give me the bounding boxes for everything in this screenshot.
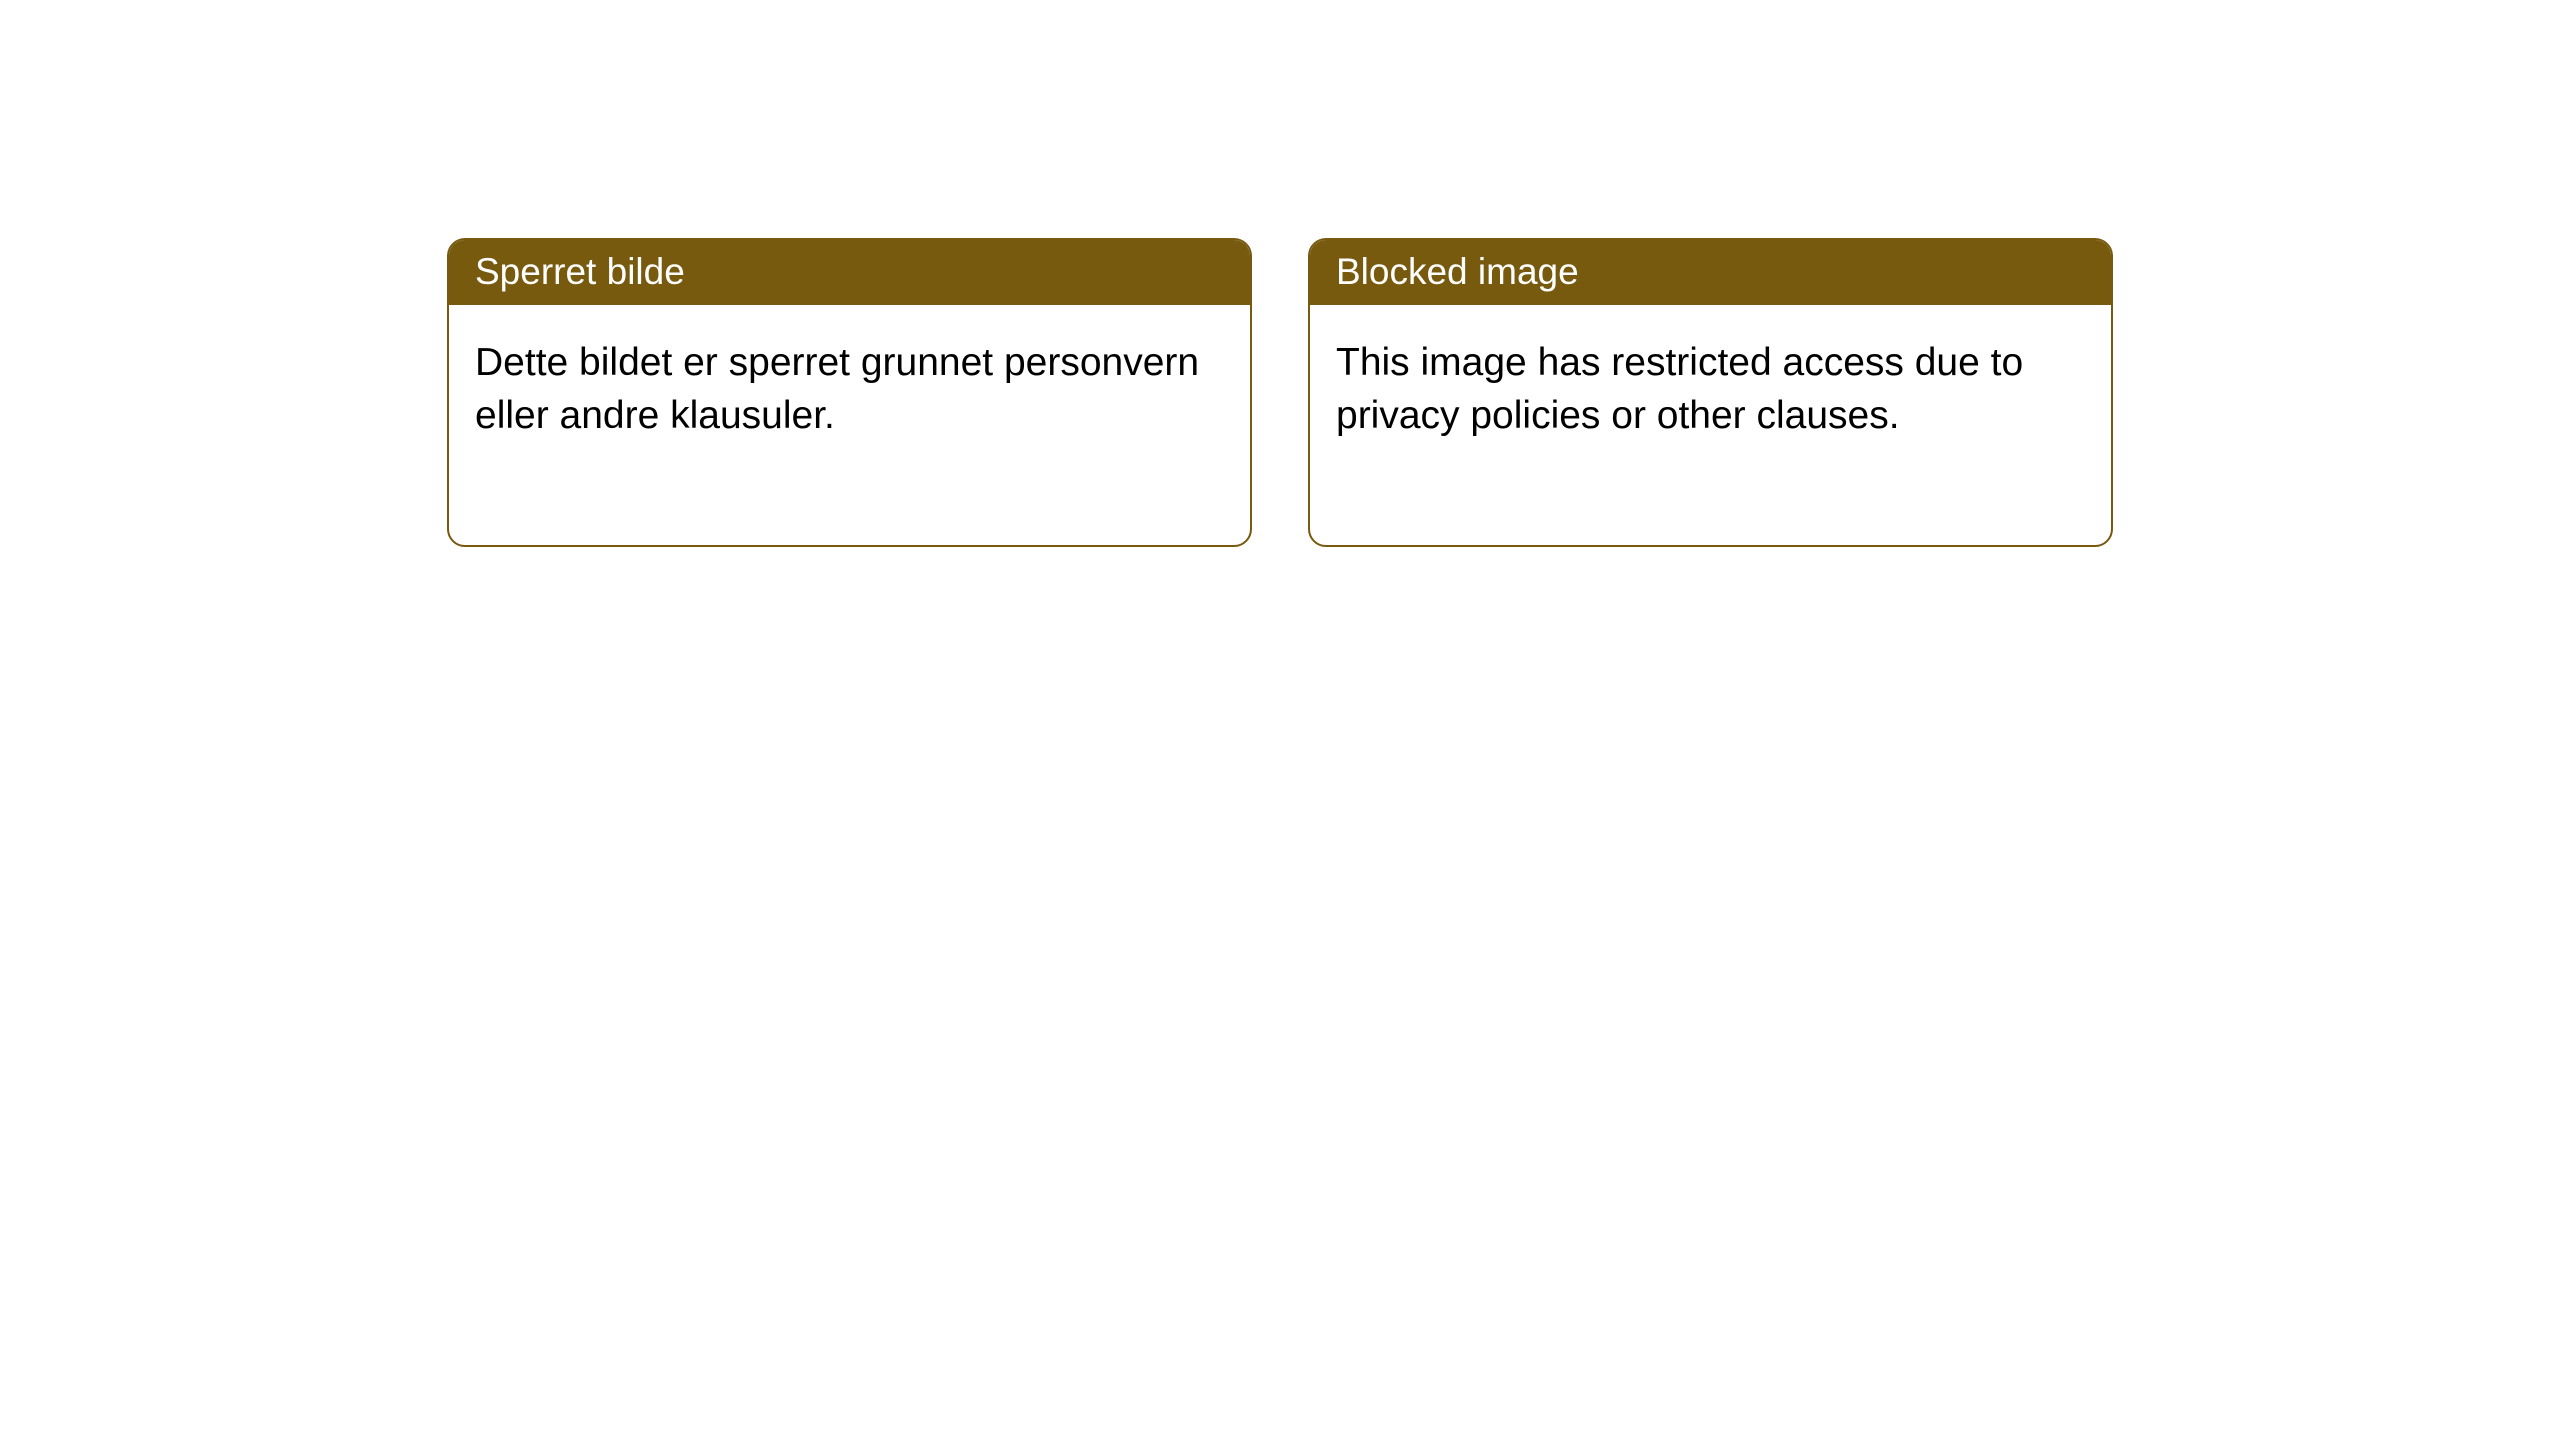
notice-card-english: Blocked image This image has restricted … bbox=[1308, 238, 2113, 547]
notice-body-norwegian: Dette bildet er sperret grunnet personve… bbox=[449, 305, 1250, 545]
notice-container: Sperret bilde Dette bildet er sperret gr… bbox=[447, 238, 2113, 547]
notice-card-norwegian: Sperret bilde Dette bildet er sperret gr… bbox=[447, 238, 1252, 547]
notice-header-english: Blocked image bbox=[1310, 240, 2111, 305]
notice-body-english: This image has restricted access due to … bbox=[1310, 305, 2111, 545]
notice-header-norwegian: Sperret bilde bbox=[449, 240, 1250, 305]
